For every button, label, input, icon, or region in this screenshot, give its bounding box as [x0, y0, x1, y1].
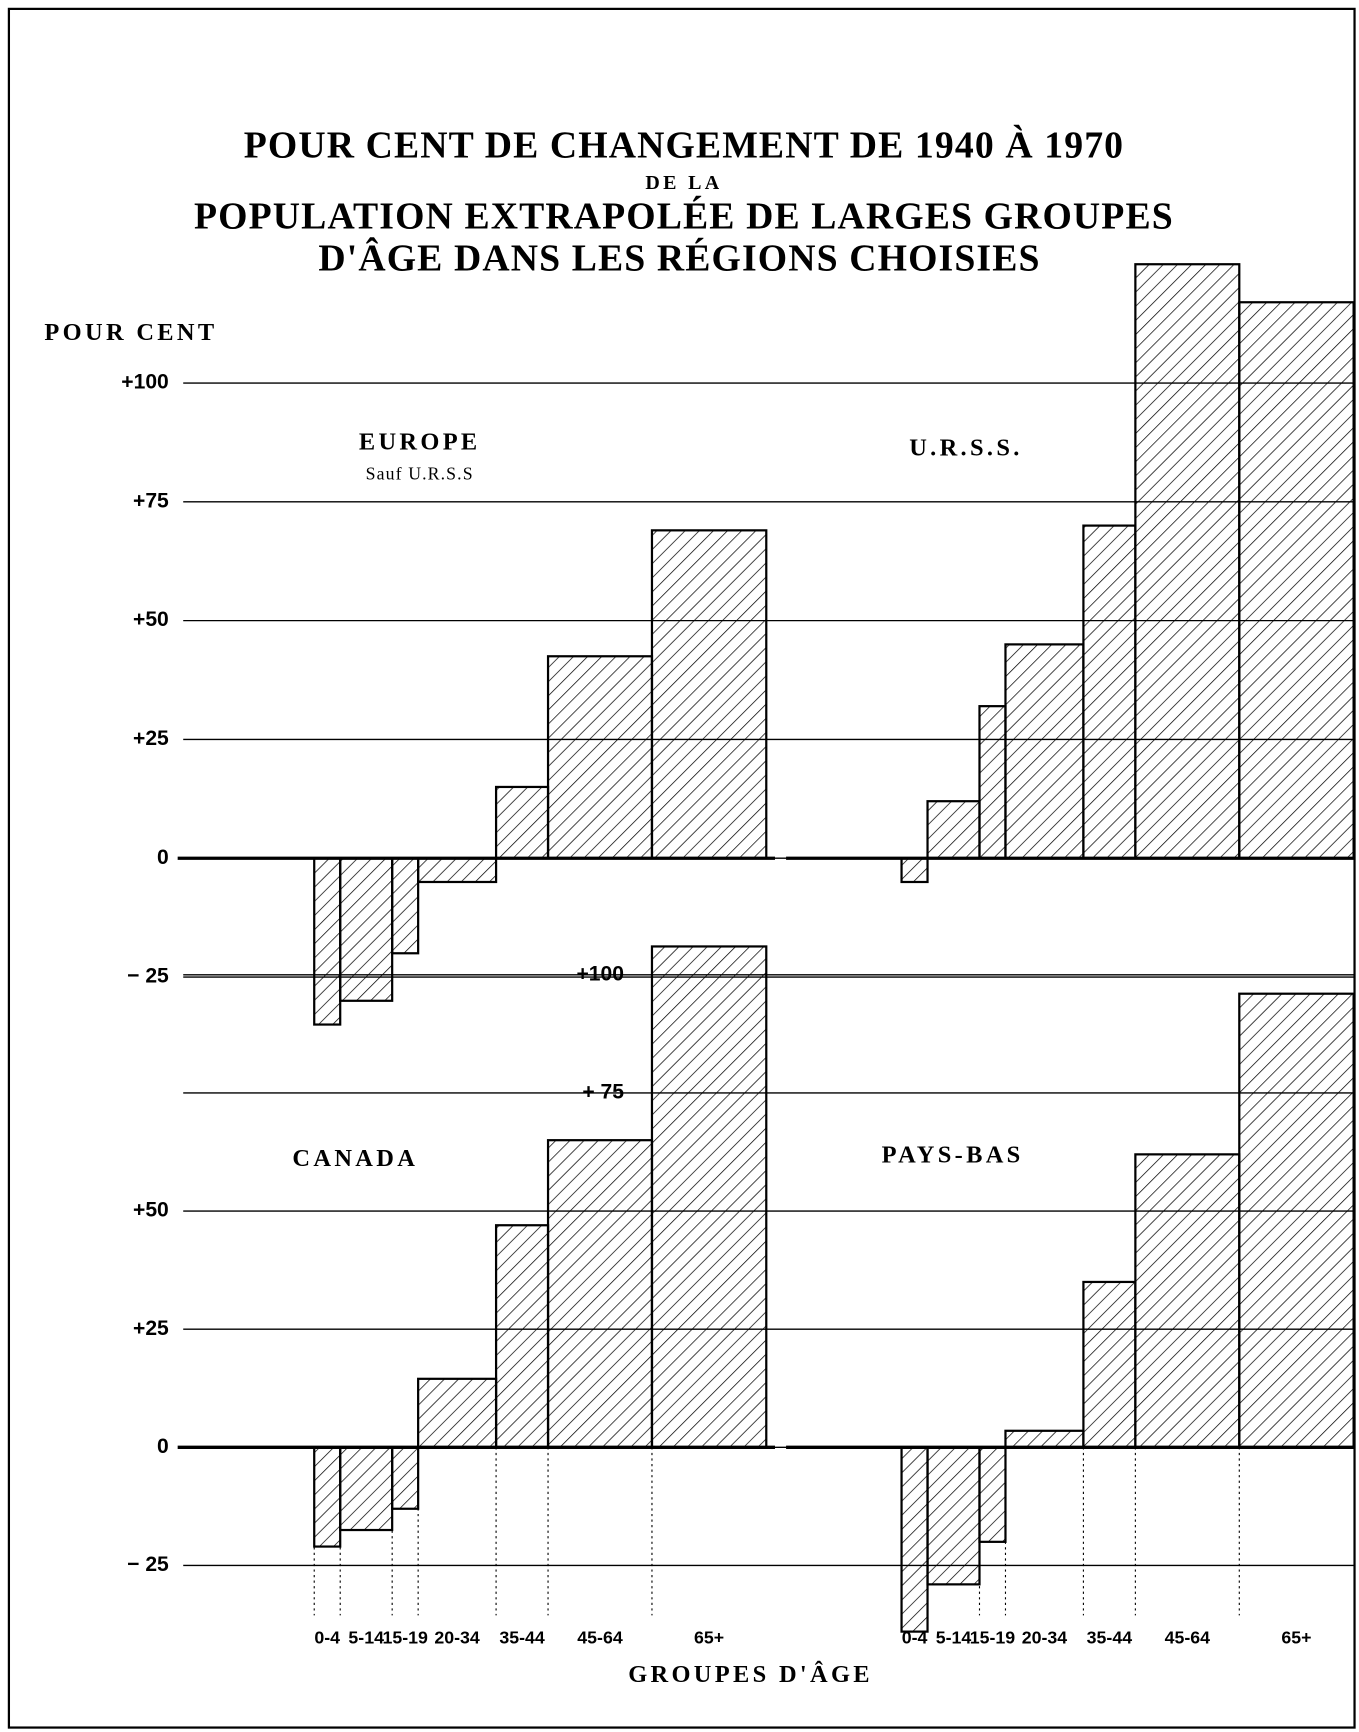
x-axis-label: GROUPES D'ÂGE [628, 1660, 873, 1688]
bar [339, 857, 394, 1002]
x-tick-label: 35-44 [1087, 1627, 1133, 1647]
bar [494, 785, 550, 860]
bar [494, 1224, 550, 1449]
panel-subtitle: Sauf U.R.S.S [366, 463, 474, 483]
x-tick-label: 45-64 [1165, 1627, 1211, 1647]
bar [417, 1377, 498, 1449]
frame [7, 7, 1356, 1729]
panel-title: U.R.S.S. [909, 434, 1022, 461]
bar [926, 800, 981, 860]
bar [417, 857, 498, 884]
panel-title: EUROPE [359, 429, 481, 456]
x-tick-label: 0-4 [314, 1627, 340, 1647]
y-tick-label: +25 [133, 727, 169, 750]
bar [1238, 301, 1355, 860]
bar [546, 1139, 654, 1449]
y-tick-label: 0 [157, 1435, 169, 1458]
bar [1134, 1153, 1241, 1449]
x-tick-label: 20-34 [434, 1627, 480, 1647]
y-tick-label: − 25 [127, 965, 169, 988]
bar [650, 529, 768, 860]
bar [1004, 643, 1085, 860]
bar [391, 857, 420, 955]
bar [650, 945, 768, 1449]
bar [1082, 524, 1137, 860]
y-tick-label: +100 [121, 371, 168, 394]
bar [926, 1446, 981, 1586]
x-tick-label: 15-19 [970, 1627, 1016, 1647]
y-tick-label: +25 [133, 1317, 169, 1340]
x-tick-label: 65+ [1281, 1627, 1311, 1647]
title-line: DE LA [645, 172, 722, 194]
title-line: POPULATION EXTRAPOLÉE DE LARGES GROUPES [194, 195, 1174, 237]
bar [1004, 1429, 1085, 1449]
y-tick-label: +50 [133, 1199, 169, 1222]
x-tick-label: 0-4 [902, 1627, 928, 1647]
bar [1238, 992, 1355, 1449]
panel-title: PAYS-BAS [882, 1141, 1024, 1168]
panel-title: CANADA [292, 1145, 418, 1172]
x-tick-label: 35-44 [499, 1627, 545, 1647]
x-tick-label: 5-14 [348, 1627, 384, 1647]
bar [313, 857, 342, 1026]
bar [900, 1446, 929, 1633]
bar [1082, 1280, 1137, 1449]
y-tick-label: 0 [157, 846, 169, 869]
y-tick-label: + 75 [582, 1081, 624, 1104]
y-tick-label: +50 [133, 608, 169, 631]
title-line: POUR CENT DE CHANGEMENT DE 1940 À 1970 [244, 124, 1124, 166]
bar [339, 1446, 394, 1532]
y-tick-label: − 25 [127, 1553, 169, 1576]
bar [546, 655, 654, 860]
x-tick-label: 45-64 [577, 1627, 623, 1647]
bar [1134, 263, 1241, 860]
bar [391, 1446, 420, 1510]
bar [978, 1446, 1007, 1543]
bar [900, 857, 929, 884]
x-tick-label: 20-34 [1022, 1627, 1068, 1647]
bar [978, 705, 1007, 860]
bar [313, 1446, 342, 1548]
x-tick-label: 15-19 [382, 1627, 428, 1647]
x-tick-label: 5-14 [936, 1627, 972, 1647]
y-axis-label: POUR CENT [44, 319, 217, 346]
title-line: D'ÂGE DANS LES RÉGIONS CHOISIES [318, 238, 1040, 280]
y-tick-label: +100 [577, 962, 624, 985]
y-tick-label: +75 [133, 489, 169, 512]
x-tick-label: 65+ [694, 1627, 724, 1647]
